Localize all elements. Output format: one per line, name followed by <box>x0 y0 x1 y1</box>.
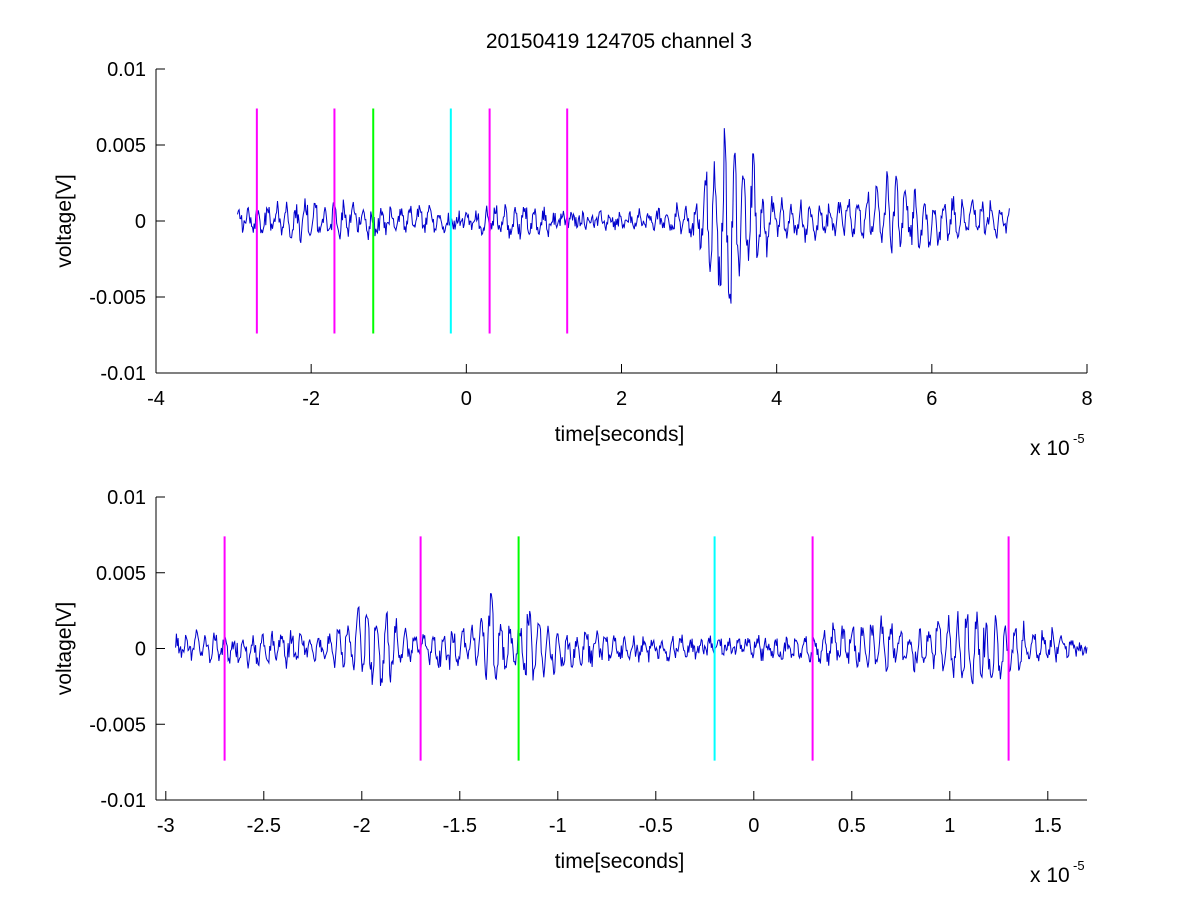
top-y-axis-label: voltage[V] <box>53 174 76 267</box>
top-x-exponent-label: x 10 <box>1030 437 1070 460</box>
bottom-x-tick-label: -2.5 <box>247 815 281 837</box>
top-x-tick-label: 8 <box>1081 388 1092 410</box>
bottom-y-tick-label: 0.005 <box>96 563 146 585</box>
bottom-x-tick-label: 1.5 <box>1034 815 1062 837</box>
top-y-tick-label: -0.01 <box>100 363 146 385</box>
bottom-y-tick-label: -0.005 <box>89 714 146 736</box>
bottom-x-tick-label: 1 <box>944 815 955 837</box>
top-x-tick-label: 0 <box>461 388 472 410</box>
top-x-tick-label: -2 <box>302 388 320 410</box>
bottom-x-tick-label: -2 <box>353 815 371 837</box>
bottom-plot-panel: 0.01 0.005 0 -0.005 -0.01 -3 -2.5 -2 -1.5 -1 -0.5 0… <box>53 487 1088 887</box>
top-signal-line <box>237 128 1010 304</box>
chart-title: 20150419 124705 channel 3 <box>486 30 752 53</box>
bottom-y-tick-label: 0 <box>135 639 146 661</box>
top-x-exponent-power: -5 <box>1073 431 1085 446</box>
bottom-y-tick-label: -0.01 <box>100 790 146 812</box>
bottom-x-tick-label: -3 <box>157 815 175 837</box>
top-x-tick-label: 4 <box>771 388 782 410</box>
bottom-y-axis-label: voltage[V] <box>53 602 76 695</box>
top-y-tick-label: 0.005 <box>96 135 146 157</box>
top-y-tick-label: -0.005 <box>89 287 146 309</box>
bottom-y-tick-label: 0.01 <box>107 487 146 509</box>
bottom-x-tick-label: 0.5 <box>838 815 866 837</box>
bottom-x-exponent-power: -5 <box>1073 858 1085 873</box>
top-plot-panel: 0.01 0.005 0 -0.005 -0.01-4 -2 0 2 4 6 8 time[secon… <box>53 59 1093 460</box>
top-y-tick-label: 0.01 <box>107 59 146 81</box>
bottom-x-tick-label: 0 <box>748 815 759 837</box>
bottom-x-tick-label: -1.5 <box>443 815 477 837</box>
top-x-tick-label: -4 <box>147 388 165 410</box>
top-x-tick-label: 2 <box>616 388 627 410</box>
top-x-axis-label: time[seconds] <box>555 423 685 446</box>
bottom-x-tick-label: -1 <box>549 815 567 837</box>
bottom-x-tick-label: -0.5 <box>639 815 673 837</box>
bottom-x-axis-label: time[seconds] <box>555 850 685 873</box>
top-y-tick-label: 0 <box>135 211 146 233</box>
top-x-tick-label: 6 <box>926 388 937 410</box>
bottom-signal-line <box>175 593 1088 686</box>
bottom-x-exponent-label: x 10 <box>1030 864 1070 887</box>
